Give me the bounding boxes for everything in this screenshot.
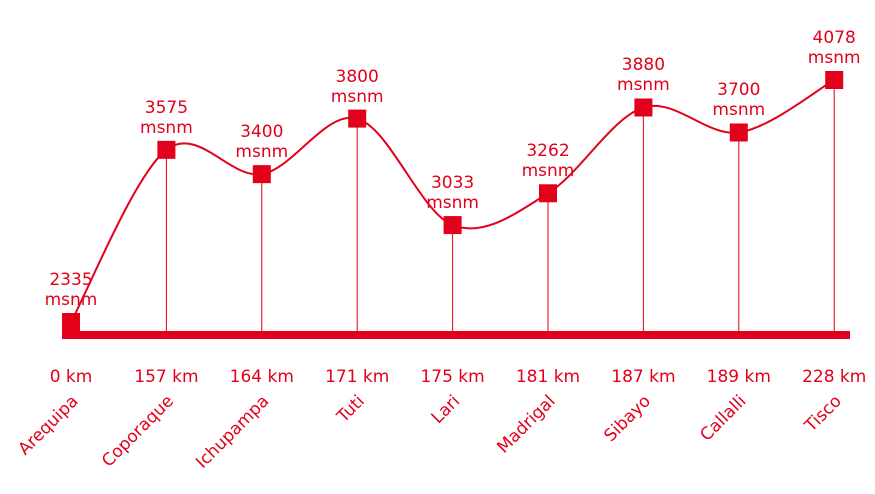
point-marker	[157, 140, 176, 159]
value-label: 2335 msnm	[44, 270, 98, 310]
value-label: 3575 msnm	[140, 97, 193, 138]
point-marker	[634, 98, 653, 117]
value-label: 3880 msnm	[617, 55, 670, 96]
value-label: 3800 msnm	[330, 66, 384, 107]
point-marker	[443, 216, 462, 235]
value-label: 3033 msnm	[426, 173, 479, 214]
distance-label: 164 km	[230, 367, 294, 387]
distance-label: 175 km	[420, 367, 484, 387]
distance-label: 171 km	[325, 367, 389, 387]
value-label: 3262 msnm	[521, 141, 575, 182]
value-label: 4078 msnm	[807, 28, 861, 68]
place-label: Tuti	[333, 391, 369, 427]
place-label: Tisco	[800, 391, 845, 436]
place-label: Sibayo	[600, 391, 655, 446]
distance-label: 189 km	[707, 367, 771, 387]
place-label: Arequipa	[15, 391, 83, 459]
point-marker	[252, 165, 271, 184]
distance-label: 181 km	[516, 367, 580, 387]
distance-label: 157 km	[134, 367, 198, 387]
point-marker	[348, 109, 367, 128]
value-label: 3700 msnm	[712, 80, 766, 121]
point-marker	[825, 71, 844, 89]
distance-label: 187 km	[611, 367, 675, 387]
place-label: Lari	[428, 391, 464, 427]
value-label: 3400 msnm	[235, 122, 289, 163]
place-label: Madrigal	[493, 391, 559, 457]
place-label: Callalli	[696, 391, 750, 445]
distance-label: 0 km	[50, 367, 93, 387]
point-marker	[729, 123, 748, 142]
place-label: Ichupampa	[192, 391, 273, 472]
distance-label: 228 km	[802, 367, 866, 387]
point-marker	[539, 184, 557, 203]
point-marker	[62, 313, 80, 331]
place-label: Coporaque	[98, 391, 178, 471]
